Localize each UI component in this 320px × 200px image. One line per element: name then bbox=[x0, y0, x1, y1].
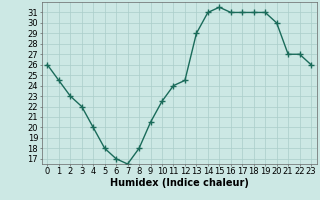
X-axis label: Humidex (Indice chaleur): Humidex (Indice chaleur) bbox=[110, 178, 249, 188]
